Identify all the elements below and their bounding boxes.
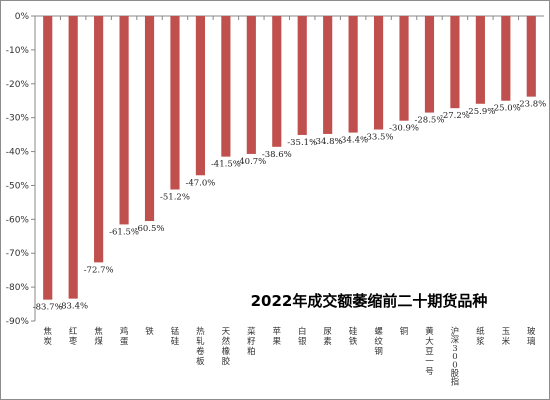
- category-label: 尿素: [323, 327, 332, 347]
- value-label: -38.6%: [262, 150, 292, 160]
- category-label: 铜: [400, 326, 409, 337]
- category-label: 玻璃: [527, 326, 536, 347]
- y-tick-label: 0%: [15, 12, 30, 22]
- value-label: -60.5%: [135, 224, 165, 234]
- category-label: 鸡蛋: [120, 326, 129, 347]
- category-label: 沪深 3 0 0 股指: [451, 326, 460, 387]
- y-tick-label: -60%: [6, 215, 30, 225]
- bar: [94, 16, 104, 263]
- category-label: 纸浆: [476, 326, 485, 347]
- category-label: 焦煤: [94, 326, 103, 347]
- category-label: 锰硅: [171, 326, 180, 347]
- value-label: -83.4%: [58, 302, 88, 312]
- category-label: 铁: [145, 326, 154, 337]
- bar: [526, 16, 536, 97]
- value-label: -30.9%: [389, 124, 419, 134]
- y-tick-label: -70%: [6, 249, 30, 259]
- bar: [144, 16, 155, 222]
- y-tick-label: -50%: [6, 181, 30, 191]
- y-tick-label: -20%: [6, 80, 30, 90]
- category-label: 菜籽粕: [247, 326, 256, 357]
- bar: [323, 16, 333, 134]
- bar: [450, 16, 460, 109]
- value-label: -34.8%: [313, 137, 343, 147]
- category-label: 黄大豆一号: [425, 326, 434, 377]
- bar: [246, 16, 256, 154]
- category-label: 焦炭: [43, 326, 52, 347]
- value-label: -35.1%: [287, 138, 317, 148]
- value-label: -27.2%: [440, 111, 470, 121]
- bar: [297, 16, 307, 135]
- category-label: 天然橡胶: [222, 327, 231, 367]
- y-tick-label: -10%: [6, 46, 30, 56]
- bars: [43, 16, 536, 300]
- value-label: -83.7%: [33, 303, 63, 313]
- y-tick-label: -40%: [6, 148, 30, 158]
- bar: [475, 16, 485, 104]
- value-label: -47.0%: [185, 178, 215, 188]
- bar: [501, 16, 511, 101]
- value-label: -23.8%: [516, 100, 546, 110]
- bar: [195, 16, 206, 176]
- category-label: 苹果: [273, 326, 282, 347]
- value-label: -34.4%: [338, 136, 368, 146]
- bar: [424, 16, 435, 113]
- bar: [170, 16, 180, 190]
- y-tick-label: -30%: [6, 114, 30, 124]
- bar: [221, 16, 231, 157]
- bar: [399, 16, 409, 121]
- category-label: 红枣: [69, 326, 78, 347]
- bar: [373, 16, 384, 130]
- category-label: 热轧卷板: [196, 326, 205, 367]
- bar: [348, 16, 358, 133]
- chart-title: 2022年成交额萎缩前二十期货品种: [251, 292, 488, 310]
- value-label: -72.7%: [84, 265, 114, 275]
- category-label: 白银: [298, 326, 307, 347]
- value-label: -40.7%: [236, 157, 266, 167]
- y-tick-label: -90%: [6, 317, 30, 327]
- value-label: -41.5%: [211, 160, 241, 170]
- category-label: 硅铁: [349, 326, 358, 347]
- bar: [272, 16, 282, 147]
- value-labels: -83.7%-83.4% -72.7% -61.5%-60.5% -51.2% -47.…: [33, 100, 546, 313]
- value-label: -25.0%: [491, 104, 521, 114]
- category-label: 螺纹钢: [374, 326, 383, 357]
- value-label: -33.5%: [364, 133, 394, 143]
- y-tick-label: -80%: [6, 283, 30, 293]
- category-label: 玉米: [502, 327, 511, 347]
- bar: [43, 16, 53, 300]
- value-label: -61.5%: [109, 227, 139, 237]
- value-label: -28.5%: [415, 116, 445, 126]
- value-label: -51.2%: [160, 193, 190, 203]
- value-label: -25.9%: [465, 107, 495, 117]
- bar: [68, 16, 78, 299]
- bar: [119, 16, 129, 225]
